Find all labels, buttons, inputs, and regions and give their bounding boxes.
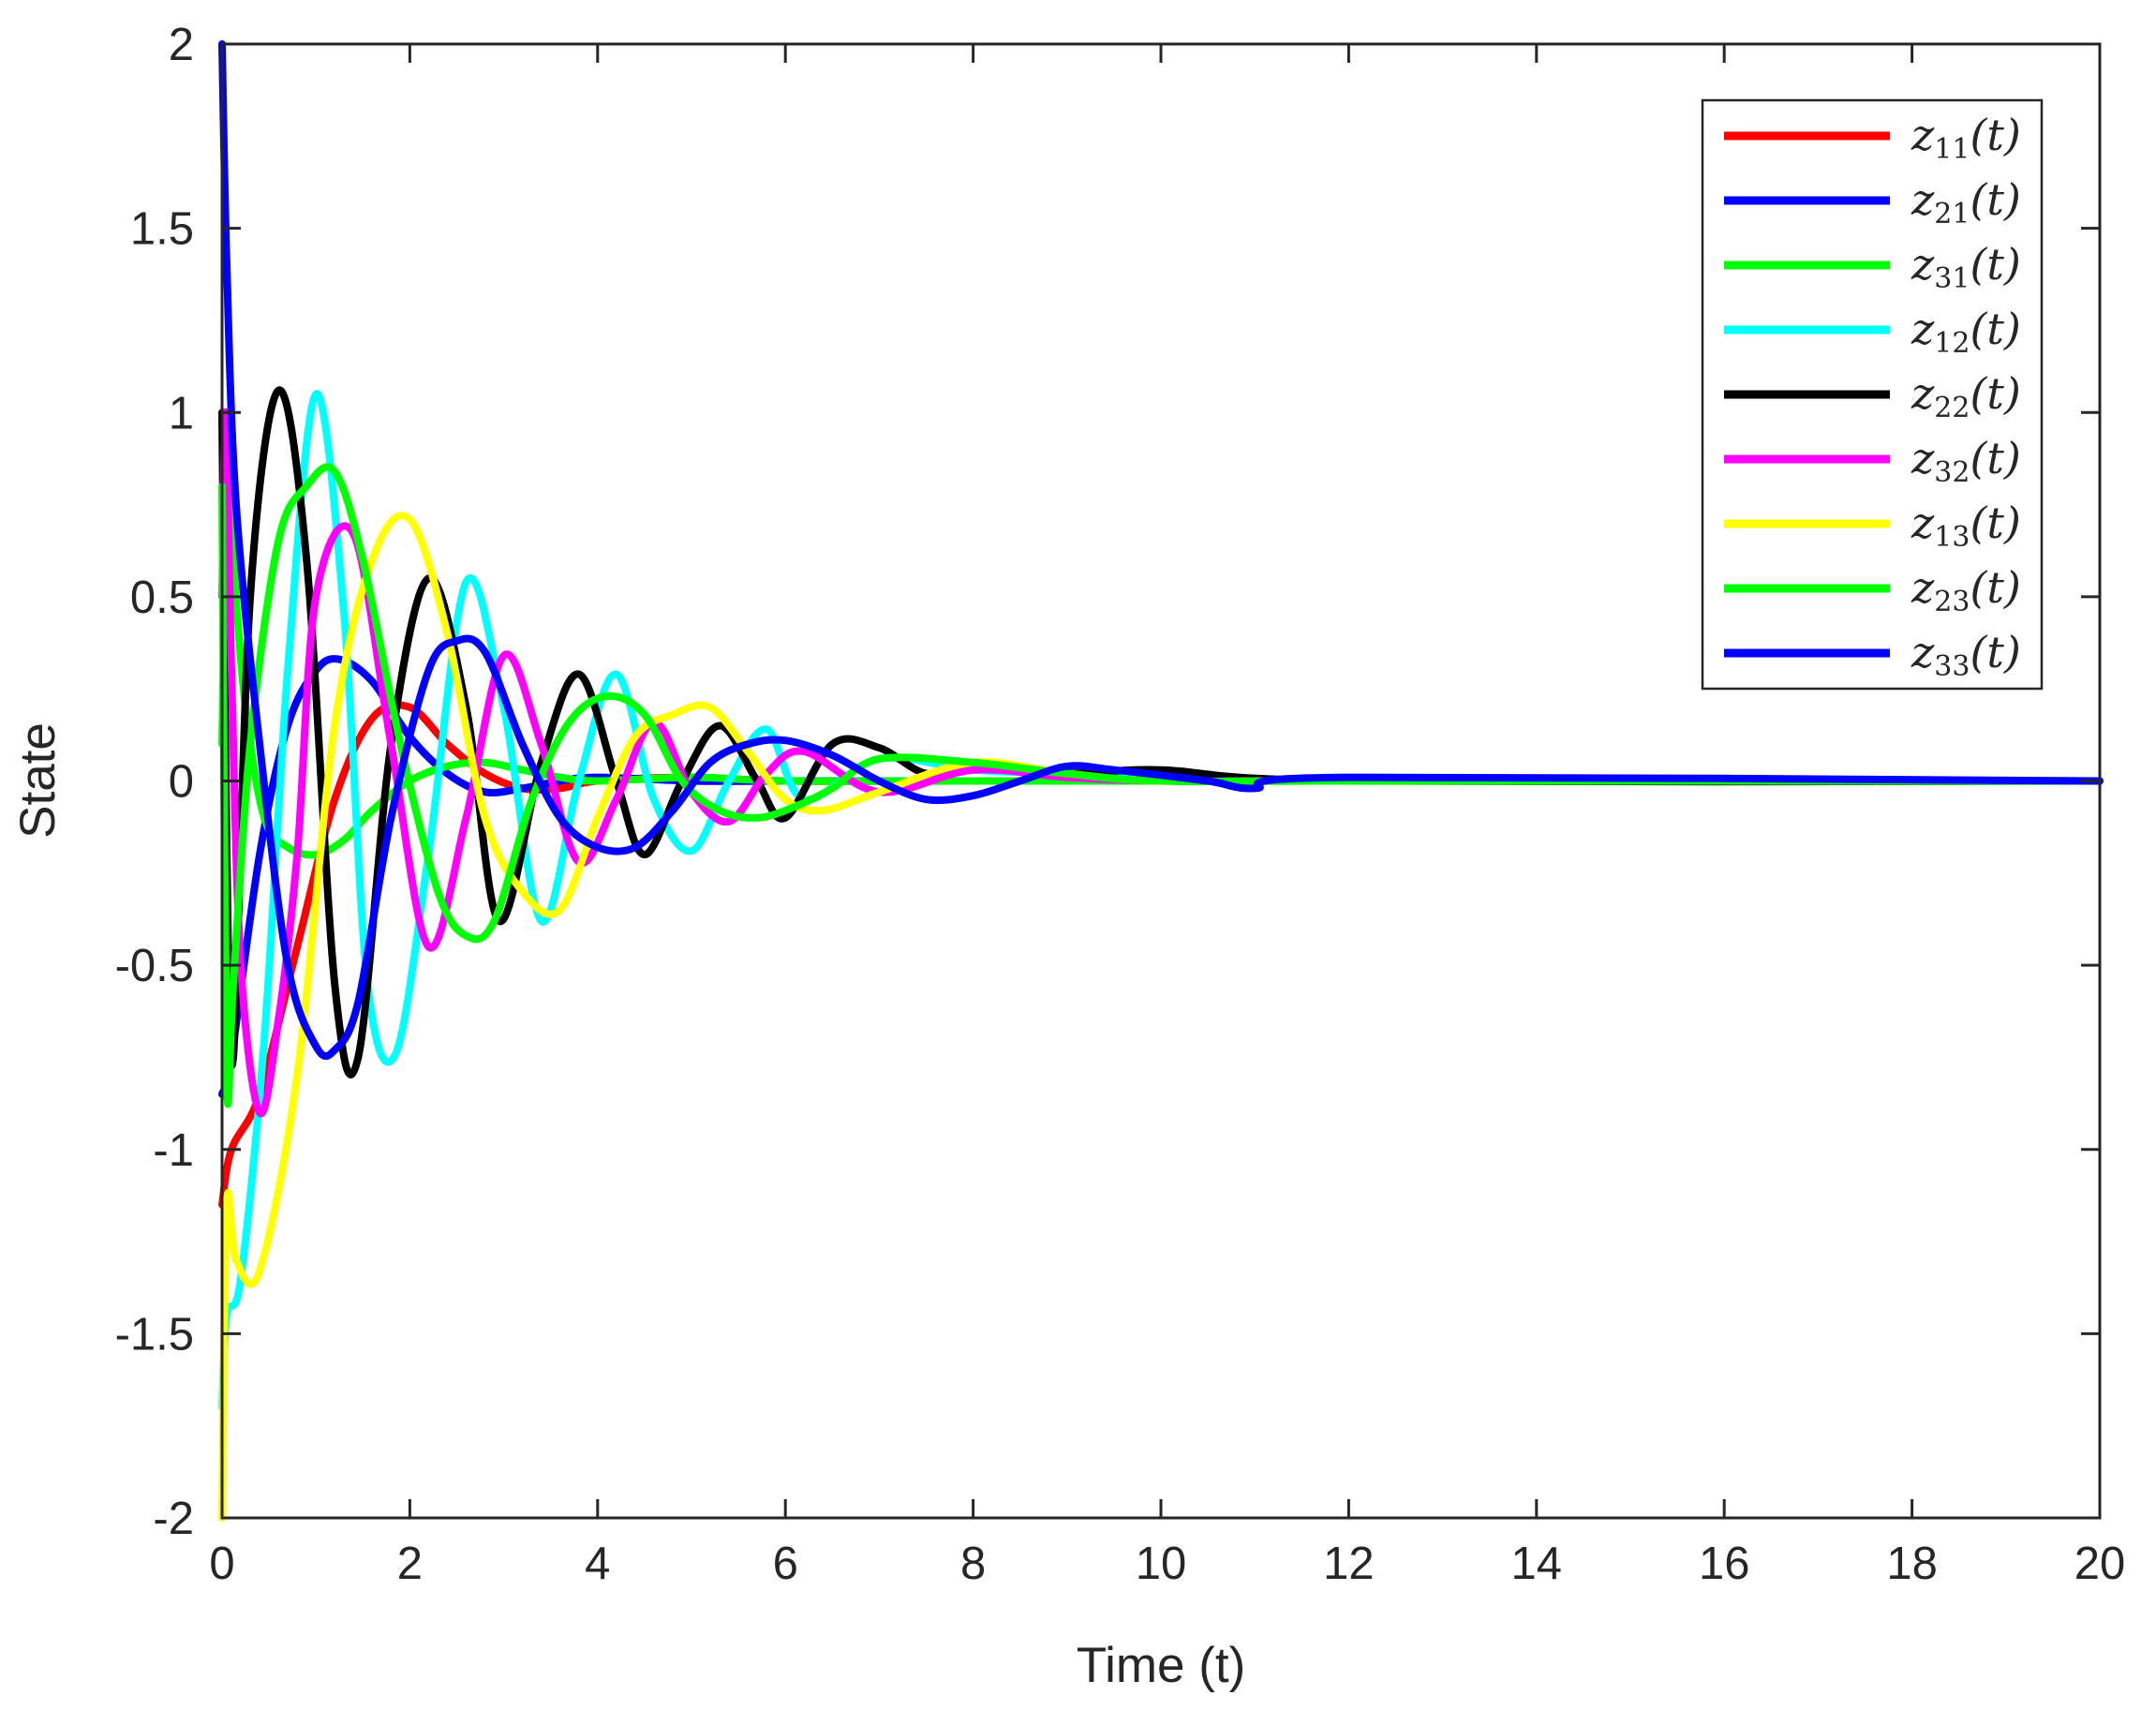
legend-label: z11(t) <box>1911 110 2021 166</box>
legend-entry-z11: z11(t) <box>1724 110 2021 166</box>
legend-label: z12(t) <box>1911 304 2021 360</box>
x-tick-label: 8 <box>960 1539 986 1589</box>
legend-entry-z32: z32(t) <box>1724 433 2021 489</box>
legend-label: z31(t) <box>1911 239 2021 295</box>
y-tick-label: 0.5 <box>130 572 194 623</box>
legend-entry-z12: z12(t) <box>1724 304 2021 360</box>
legend-label: z22(t) <box>1911 368 2021 424</box>
y-axis-title: State <box>10 722 66 839</box>
x-axis-title: Time (t) <box>1077 1638 1246 1693</box>
y-tick-label: -1.5 <box>115 1309 194 1360</box>
y-tick-label: 1.5 <box>130 204 194 255</box>
x-tick-label: 10 <box>1136 1539 1187 1589</box>
legend-label: z21(t) <box>1911 174 2021 230</box>
y-tick-label: 2 <box>169 20 194 70</box>
x-axis-ticks: 0 2 4 6 8 10 12 14 16 18 20 <box>209 44 2125 1589</box>
x-tick-label: 18 <box>1886 1539 1938 1589</box>
legend: z11(t) z21(t) z31(t) z12(t) z22(t) z32(t) z13(… <box>1701 98 2044 691</box>
legend-label: z33(t) <box>1911 627 2021 683</box>
y-axis-ticks: -2 -1.5 -1 -0.5 0 0.5 1 1.5 2 <box>115 20 2100 1544</box>
y-tick-label: -0.5 <box>115 941 194 991</box>
y-tick-label: -2 <box>153 1494 194 1544</box>
x-tick-label: 4 <box>585 1539 610 1589</box>
legend-label: z23(t) <box>1911 562 2021 618</box>
x-tick-label: 20 <box>2074 1539 2126 1589</box>
x-tick-label: 6 <box>773 1539 798 1589</box>
x-tick-label: 2 <box>397 1539 423 1589</box>
legend-entry-z13: z13(t) <box>1724 498 2021 554</box>
x-tick-label: 16 <box>1699 1539 1750 1589</box>
x-tick-label: 14 <box>1511 1539 1563 1589</box>
legend-entry-z22: z22(t) <box>1724 368 2021 424</box>
series-line-z23 <box>218 463 2104 1108</box>
series-line-z33 <box>218 40 2104 1061</box>
legend-entry-z31: z31(t) <box>1724 239 2021 295</box>
legend-label: z13(t) <box>1911 498 2021 554</box>
x-tick-label: 12 <box>1323 1539 1375 1589</box>
legend-entry-z33: z33(t) <box>1724 627 2021 683</box>
legend-entry-z21: z21(t) <box>1724 174 2021 230</box>
legend-label: z32(t) <box>1911 433 2021 489</box>
y-tick-label: -1 <box>153 1125 194 1176</box>
y-tick-label: 1 <box>169 388 194 439</box>
series-lines <box>218 40 2104 1522</box>
x-tick-label: 0 <box>209 1539 234 1589</box>
y-tick-label: 0 <box>169 757 194 808</box>
legend-entry-z23: z23(t) <box>1724 562 2021 618</box>
